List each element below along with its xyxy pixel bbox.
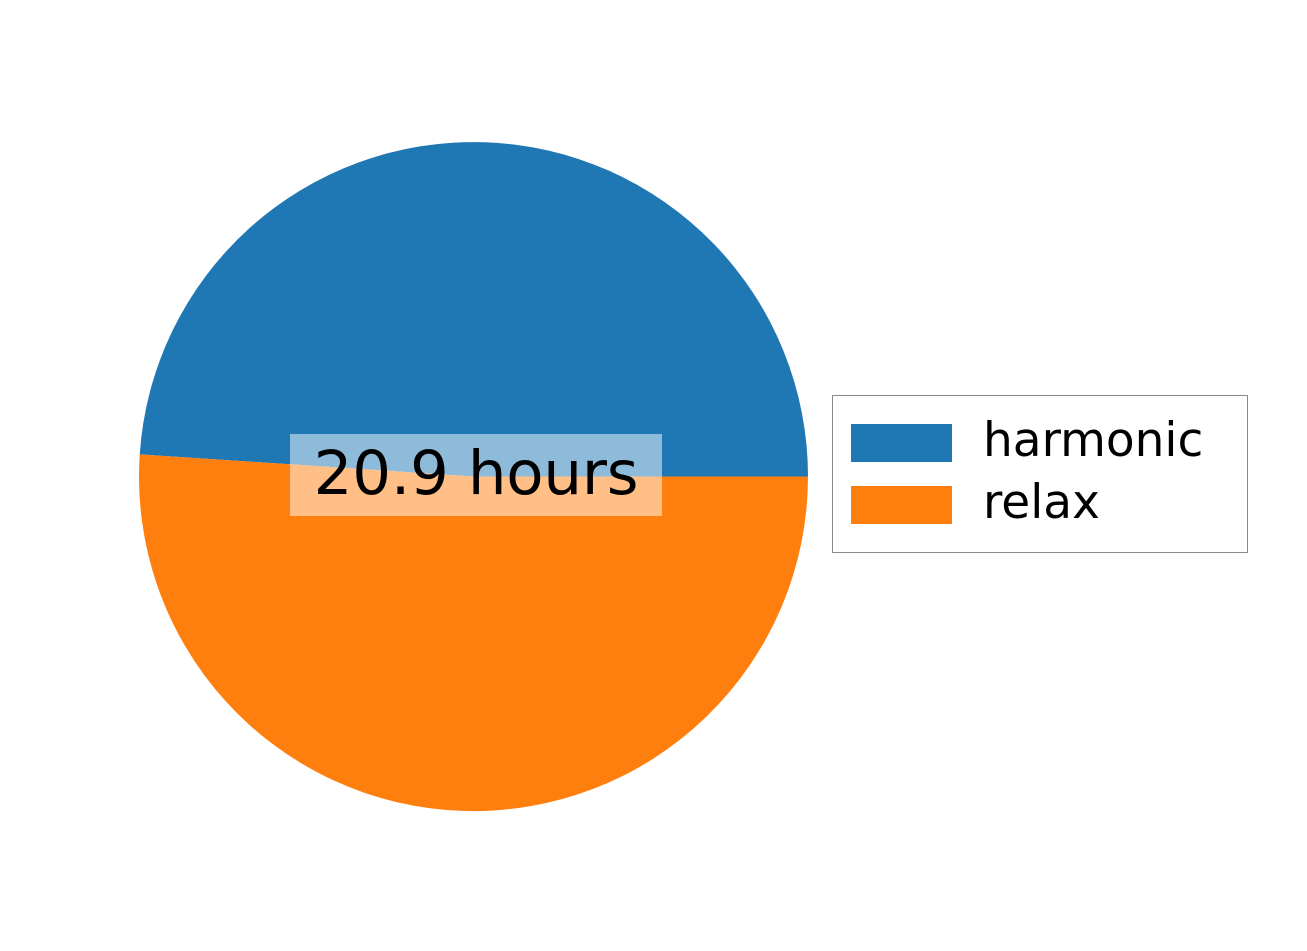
legend-swatch-harmonic: [851, 424, 952, 462]
legend-item-harmonic[interactable]: harmonic: [833, 412, 1247, 474]
pie-slice-label-text: 20.9 hours: [313, 437, 639, 509]
legend-label-relax: relax: [983, 475, 1100, 530]
pie-slice-label: 20.9 hours: [290, 434, 662, 516]
legend-swatch-relax: [851, 486, 952, 524]
pie-chart: [139, 142, 809, 812]
legend-item-relax[interactable]: relax: [833, 474, 1247, 536]
pie-svg: [139, 142, 809, 812]
legend-label-harmonic: harmonic: [983, 413, 1204, 468]
pie-wedge-relax[interactable]: [139, 454, 809, 812]
legend-box: harmonic relax: [832, 395, 1248, 553]
pie-wedge-harmonic[interactable]: [139, 142, 809, 477]
